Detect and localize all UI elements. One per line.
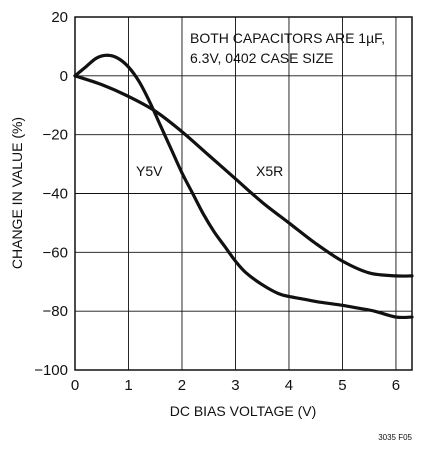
y-tick-label: −60 (43, 244, 68, 261)
y-tick-label: 0 (60, 68, 68, 85)
y-tick-labels: 20 0 −20 −40 −60 −80 −100 (34, 9, 68, 379)
annotation-layer: BOTH CAPACITORS ARE 1µF, 6.3V, 0402 CASE… (136, 30, 385, 179)
grid-layer (75, 17, 412, 370)
y5v-series-label: Y5V (136, 163, 163, 179)
x-tick-label: 0 (71, 377, 79, 394)
y-tick-label: −80 (43, 303, 68, 320)
series-line-y5v (73, 53, 414, 320)
y-tick-label: −20 (43, 127, 68, 144)
y-axis-label: CHANGE IN VALUE (%) (9, 117, 25, 269)
x5r-series-label: X5R (256, 163, 283, 179)
y-tick-label: −40 (43, 186, 68, 203)
figure-id: 3035 F05 (378, 433, 412, 442)
x-tick-label: 4 (285, 377, 293, 394)
y-tick-label: −100 (34, 362, 68, 379)
series-layer (73, 53, 414, 320)
x-tick-label: 1 (124, 377, 132, 394)
capacitor-note-line-2: 6.3V, 0402 CASE SIZE (190, 50, 333, 66)
x-tick-label: 3 (231, 377, 239, 394)
x-tick-label: 2 (178, 377, 186, 394)
y-tick-label: 20 (51, 9, 68, 26)
capacitor-note-line-1: BOTH CAPACITORS ARE 1µF, (190, 30, 385, 46)
x-axis-label: DC BIAS VOLTAGE (V) (170, 403, 317, 419)
x-tick-labels: 0 1 2 3 4 5 6 (71, 377, 400, 394)
x-tick-label: 6 (392, 377, 400, 394)
plot-frame (74, 16, 413, 371)
x-tick-label: 5 (338, 377, 346, 394)
series-line-x5r (73, 74, 414, 278)
